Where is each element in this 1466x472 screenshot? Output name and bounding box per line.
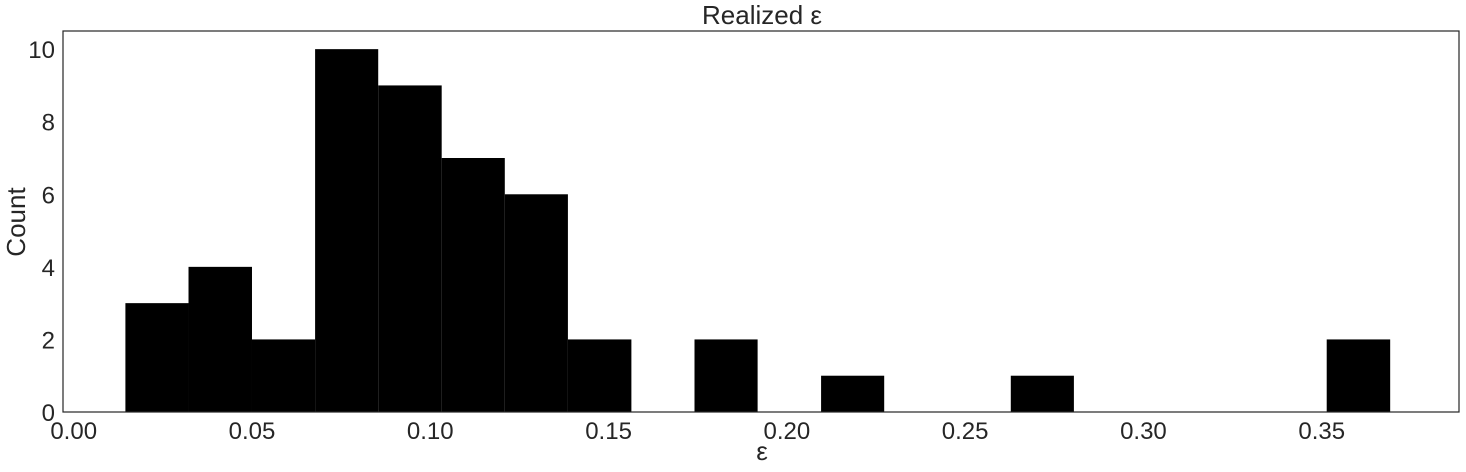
histogram-bar [1010, 375, 1074, 412]
histogram-bar [1326, 339, 1391, 412]
x-tick-label: 0.35 [1298, 418, 1345, 445]
x-tick-labels: 0.00 0.05 0.10 0.15 0.20 0.25 0.30 0.35 [50, 418, 1345, 445]
x-tick-label: 0.25 [942, 418, 989, 445]
histogram-bar [315, 49, 379, 413]
bars-group [125, 49, 1391, 413]
x-tick-label: 0.05 [229, 418, 276, 445]
histogram-bar [188, 266, 252, 412]
x-tick-label: 0.10 [407, 418, 454, 445]
histogram-bar [504, 194, 568, 412]
chart-title: Realized ε [702, 0, 822, 30]
y-tick-label: 6 [42, 182, 55, 209]
x-tick-label: 0.20 [763, 418, 810, 445]
y-tick-label: 2 [42, 327, 55, 354]
histogram-bar [125, 303, 189, 412]
histogram-bar [694, 339, 758, 412]
histogram-bar [441, 158, 505, 412]
plot-frame [62, 30, 1460, 413]
histogram-bar [251, 339, 316, 412]
histogram-bar [378, 85, 442, 412]
x-tick-label: 0.30 [1120, 418, 1167, 445]
y-tick-label: 8 [42, 110, 55, 137]
y-tick-label: 4 [42, 255, 55, 282]
histogram-bar [821, 375, 885, 412]
x-axis-title: ε [756, 436, 768, 466]
y-tick-label: 0 [42, 400, 55, 427]
histogram-bar [567, 339, 632, 412]
y-tick-label: 10 [28, 37, 55, 64]
y-tick-labels: 0 2 4 6 8 10 [28, 37, 55, 427]
x-tick-label: 0.00 [50, 418, 97, 445]
y-axis-title: Count [1, 187, 31, 257]
x-tick-label: 0.15 [585, 418, 632, 445]
